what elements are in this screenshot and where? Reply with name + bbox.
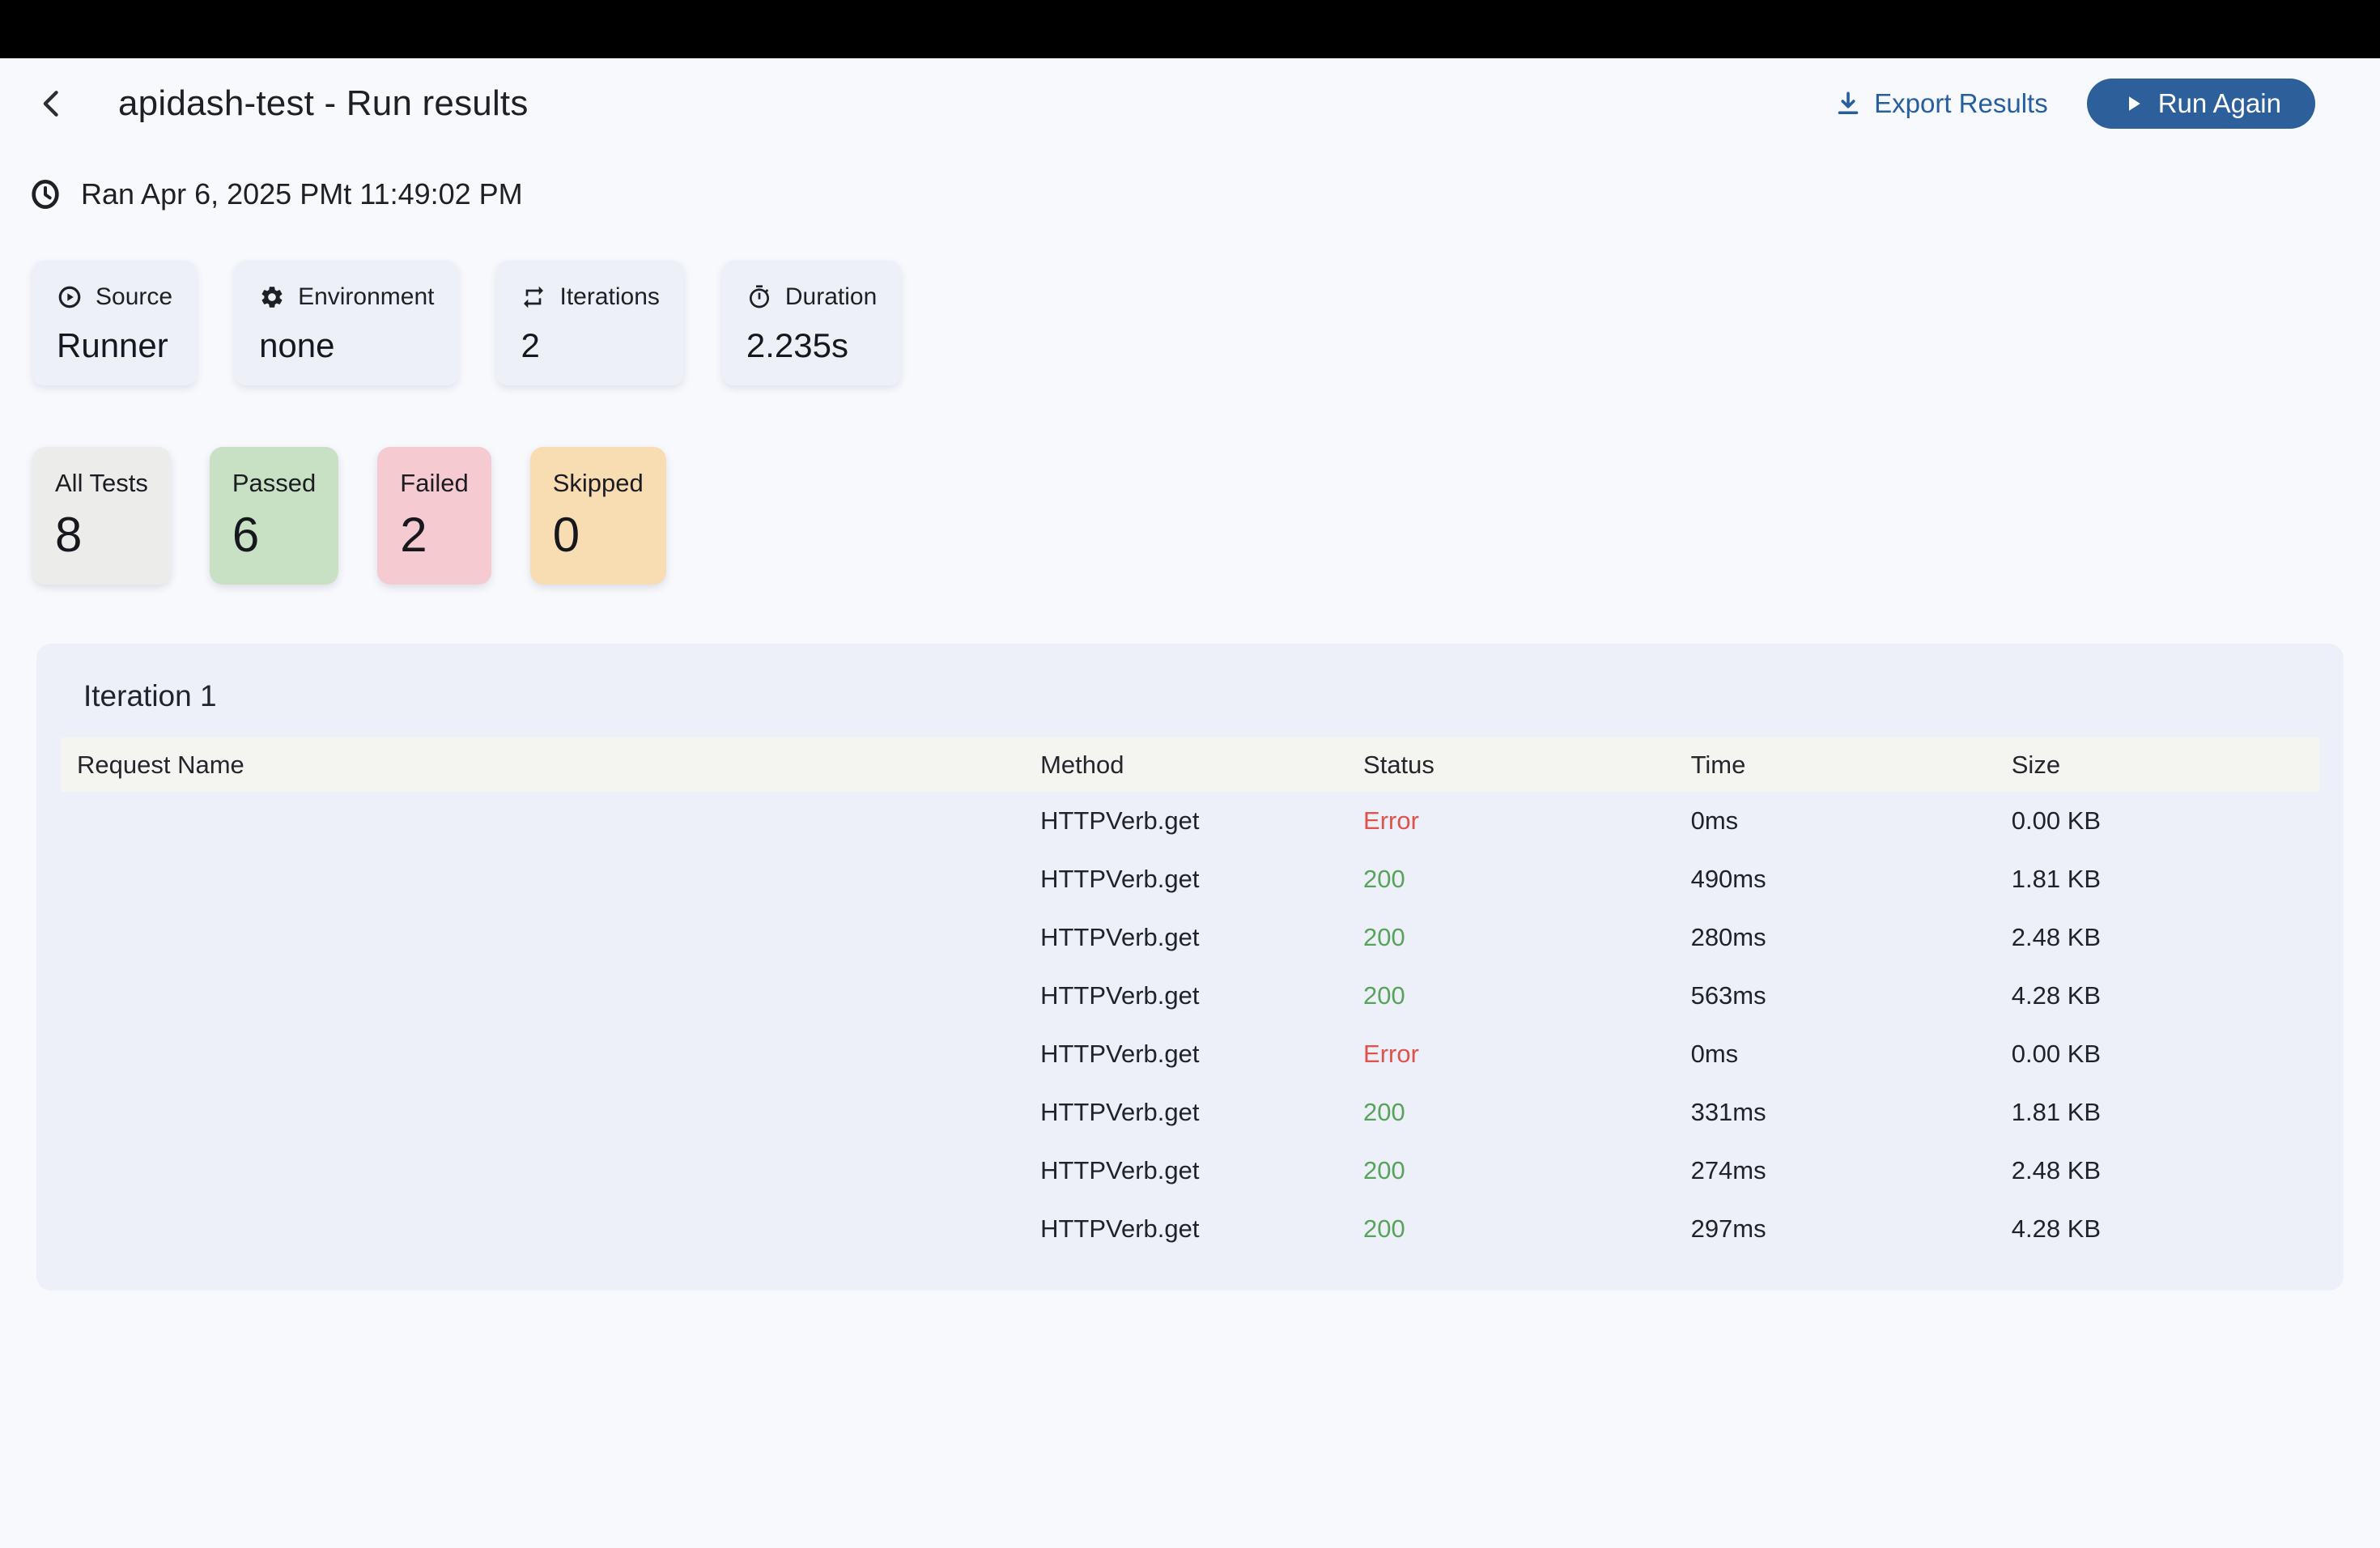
info-card-label: Environment — [298, 283, 435, 310]
stopwatch-icon — [746, 284, 772, 310]
info-card-label: Duration — [784, 283, 878, 310]
table-row[interactable]: HTTPVerb.get 200 274ms 2.48 KB — [61, 1142, 2319, 1200]
table-row[interactable]: HTTPVerb.get 200 280ms 2.48 KB — [61, 908, 2319, 967]
cell-status: Error — [1363, 1040, 1419, 1068]
stat-card: Failed 2 — [377, 447, 491, 585]
cell-method: HTTPVerb.get — [1040, 923, 1200, 951]
column-header-request-name: Request Name — [77, 750, 244, 779]
cell-time: 563ms — [1690, 981, 1766, 1010]
info-card-label: Source — [96, 283, 173, 310]
info-card: Environment none — [235, 261, 459, 385]
info-card-value: 2 — [521, 326, 540, 364]
cell-size: 0.00 KB — [2011, 806, 2102, 835]
stat-card-value: 0 — [552, 508, 580, 562]
stat-card: Skipped 0 — [529, 447, 666, 585]
stat-card-label: Failed — [400, 469, 469, 497]
gear-icon — [259, 284, 285, 310]
results-table-header: Request Name Method Status Time Size — [61, 738, 2319, 792]
cell-method: HTTPVerb.get — [1040, 806, 1200, 835]
export-results-label: Export Results — [1874, 88, 2048, 118]
clock-icon — [29, 178, 62, 211]
run-again-label: Run Again — [2157, 88, 2281, 118]
cell-time: 280ms — [1690, 923, 1766, 951]
page-title: apidash-test - Run results — [118, 83, 529, 123]
cell-method: HTTPVerb.get — [1040, 1214, 1200, 1243]
stat-card-label: Passed — [232, 469, 317, 497]
cell-method: HTTPVerb.get — [1040, 865, 1200, 893]
cell-size: 0.00 KB — [2011, 1040, 2102, 1068]
info-card-value: none — [259, 326, 335, 364]
column-header-size: Size — [2011, 750, 2061, 779]
iteration-panel: Iteration 1 Request Name Method Status T… — [36, 644, 2344, 1291]
stat-card-value: 8 — [55, 508, 83, 562]
info-card-value: 2.235s — [746, 326, 848, 364]
cell-time: 274ms — [1690, 1156, 1766, 1184]
cell-size: 4.28 KB — [2011, 1214, 2102, 1243]
cell-size: 2.48 KB — [2011, 923, 2102, 951]
cell-status: 200 — [1363, 1156, 1405, 1184]
stat-card-label: All Tests — [55, 469, 148, 497]
cell-size: 4.28 KB — [2011, 981, 2102, 1010]
cell-time: 0ms — [1690, 1040, 1739, 1068]
info-card: Duration 2.235s — [721, 261, 902, 385]
info-card: Iterations 2 — [496, 261, 684, 385]
stat-card: All Tests 8 — [32, 447, 171, 585]
play-icon — [2121, 91, 2145, 116]
test-stat-cards: All Tests 8 Passed 6 Failed 2 Skipped 0 — [32, 447, 2380, 585]
results-table: Request Name Method Status Time Size HTT… — [61, 738, 2319, 1258]
back-button[interactable] — [34, 85, 71, 122]
column-header-time: Time — [1690, 750, 1746, 779]
window-top-bar — [0, 0, 2380, 58]
iteration-title: Iteration 1 — [83, 679, 217, 712]
table-row[interactable]: HTTPVerb.get Error 0ms 0.00 KB — [61, 1025, 2319, 1083]
stat-card-value: 6 — [232, 508, 260, 562]
stat-card: Passed 6 — [209, 447, 339, 585]
cell-method: HTTPVerb.get — [1040, 1156, 1200, 1184]
run-again-button[interactable]: Run Again — [2086, 79, 2315, 129]
column-header-method: Method — [1040, 750, 1124, 779]
cell-method: HTTPVerb.get — [1040, 1040, 1200, 1068]
cell-status: Error — [1363, 806, 1419, 835]
cell-time: 0ms — [1690, 806, 1739, 835]
repeat-icon — [521, 284, 546, 310]
info-card-head: Iterations — [521, 283, 660, 311]
run-timestamp-text: Ran Apr 6, 2025 PMt 11:49:02 PM — [81, 177, 523, 211]
download-icon — [1834, 89, 1863, 118]
play-circle-icon — [57, 284, 83, 310]
stat-card-label: Skipped — [552, 469, 644, 497]
cell-status: 200 — [1363, 1214, 1405, 1243]
info-card-head: Source — [57, 283, 172, 311]
export-results-button[interactable]: Export Results — [1834, 88, 2048, 119]
cell-status: 200 — [1363, 981, 1405, 1010]
cell-time: 490ms — [1690, 865, 1766, 893]
cell-status: 200 — [1363, 865, 1405, 893]
info-card-head: Environment — [259, 283, 434, 311]
info-card-head: Duration — [746, 283, 877, 311]
info-card: Source Runner — [32, 261, 198, 385]
results-table-body: HTTPVerb.get Error 0ms 0.00 KB HTTPVerb.… — [61, 792, 2319, 1258]
table-row[interactable]: HTTPVerb.get Error 0ms 0.00 KB — [61, 792, 2319, 850]
run-info-cards: Source Runner Environment none Iteration… — [32, 261, 2380, 385]
cell-status: 200 — [1363, 923, 1405, 951]
cell-method: HTTPVerb.get — [1040, 1098, 1200, 1126]
table-row[interactable]: HTTPVerb.get 200 331ms 1.81 KB — [61, 1083, 2319, 1142]
cell-size: 2.48 KB — [2011, 1156, 2102, 1184]
info-card-value: Runner — [57, 326, 168, 364]
stat-card-value: 2 — [400, 508, 427, 562]
info-card-label: Iterations — [559, 283, 660, 310]
column-header-status: Status — [1363, 750, 1434, 779]
table-row[interactable]: HTTPVerb.get 200 490ms 1.81 KB — [61, 850, 2319, 908]
cell-size: 1.81 KB — [2011, 1098, 2102, 1126]
table-row[interactable]: HTTPVerb.get 200 297ms 4.28 KB — [61, 1200, 2319, 1258]
header: apidash-test - Run results Export Result… — [0, 58, 2380, 149]
table-row[interactable]: HTTPVerb.get 200 563ms 4.28 KB — [61, 967, 2319, 1025]
cell-size: 1.81 KB — [2011, 865, 2102, 893]
run-timestamp: Ran Apr 6, 2025 PMt 11:49:02 PM — [29, 176, 2380, 212]
cell-time: 297ms — [1690, 1214, 1766, 1243]
cell-status: 200 — [1363, 1098, 1405, 1126]
cell-method: HTTPVerb.get — [1040, 981, 1200, 1010]
cell-time: 331ms — [1690, 1098, 1766, 1126]
chevron-left-icon — [35, 86, 70, 121]
